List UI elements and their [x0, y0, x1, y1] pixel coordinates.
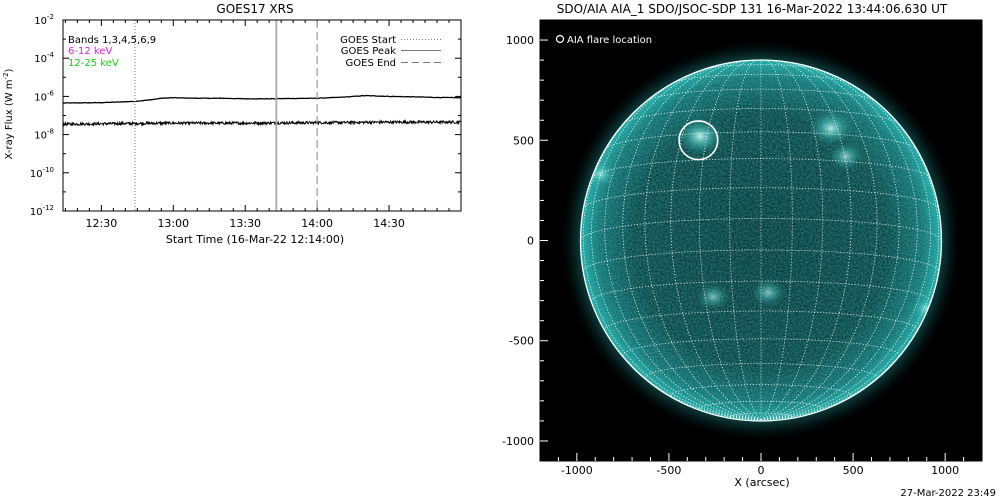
lc-series-short-line	[62, 119, 461, 127]
longitude-grid-line	[580, 240, 762, 421]
lc-event-markers	[134, 20, 318, 211]
latitude-grid-line	[673, 73, 849, 84]
lc-y-axis-label: X-ray Flux (W m-2)	[2, 68, 15, 159]
footer-timestamp: 27-Mar-2022 23:49	[900, 488, 996, 499]
longitude-grid-line	[582, 93, 762, 421]
aia-x-ticks: -1000 -500 0 500 1000	[557, 453, 965, 477]
longitude-grid-line	[760, 60, 824, 421]
longitude-grid-line	[760, 93, 940, 421]
longitude-grid-line	[644, 60, 762, 421]
lc-legend-entry-6-12kev: 6-12 keV	[68, 46, 112, 57]
aia-x-tick-label: 500	[843, 464, 864, 477]
aia-legend-label: AIA flare location	[567, 35, 652, 46]
lc-y-tick-label: 10-10	[30, 166, 54, 180]
active-region-brightening	[696, 283, 730, 310]
lc-legend-bands: Bands 1,3,4,5,6,9	[68, 35, 156, 46]
aia-x-tick-label: -1000	[561, 464, 593, 477]
aia-x-axis-label: X (arcsec)	[734, 476, 789, 489]
lc-legend-entry-12-25kev: 12-25 keV	[68, 58, 119, 69]
lc-y-tick-label: 10-8	[34, 128, 54, 142]
aia-y-tick-label: 0	[527, 235, 534, 248]
latitude-grid-line	[605, 131, 917, 150]
aia-title: SDO/AIA AIA_1 SDO/JSOC-SDP 131 16-Mar-20…	[557, 2, 948, 16]
active-region-brightening	[751, 278, 786, 307]
lc-x-tick-label: 14:30	[373, 217, 405, 230]
longitude-grid-line	[729, 60, 762, 420]
longitude-grid-line	[760, 60, 793, 420]
lc-x-tick-label: 12:30	[86, 217, 118, 230]
longitude-grid-line	[590, 69, 762, 421]
lc-y-tick-label: 10-12	[30, 204, 54, 218]
aia-x-tick-label: 0	[758, 464, 765, 477]
aia-y-tick-label: 500	[513, 134, 534, 147]
lc-ylabel-main: X-ray Flux (W m	[4, 79, 15, 159]
longitude-grid-line	[698, 60, 762, 421]
latitude-grid-line	[646, 88, 876, 102]
svg-text:X-ray Flux (W m-2): X-ray Flux (W m-2)	[2, 68, 15, 159]
lc-legend-goes-start: GOES Start	[340, 35, 396, 46]
lc-y-tick-label: 10-6	[34, 89, 54, 103]
aia-legend: AIA flare location	[555, 34, 652, 46]
aia-image: AIA flare location	[540, 20, 982, 461]
goes-xrs-chart: GOES17 XRS X-ray Flux (W m-2) 10-12 10-10…	[2, 2, 462, 246]
lc-title: GOES17 XRS	[216, 2, 293, 16]
disk-texture	[580, 60, 942, 421]
lc-x-axis-label: Start Time (16-Mar-22 12:14:00)	[166, 233, 344, 246]
active-region-brightening	[809, 110, 853, 146]
lc-series	[62, 94, 462, 127]
flare-legend-circle-icon	[555, 34, 565, 44]
lc-plot-frame	[62, 19, 462, 212]
lc-y-tick-label: 10-2	[34, 13, 54, 27]
longitude-grid-line	[760, 60, 878, 421]
latitude-grid-line	[623, 108, 899, 124]
lc-legend-goes-peak: GOES Peak	[341, 46, 396, 57]
flare-location-circle	[678, 120, 719, 161]
latitude-grid-line	[582, 249, 940, 272]
lc-x-tick-label: 14:00	[301, 217, 333, 230]
lc-y-ticks: 10-12 10-10 10-8 10-6 10-4 10-2	[30, 13, 461, 218]
aia-x-tick-label: -500	[656, 464, 681, 477]
lc-y-tick-label: 10-4	[34, 51, 54, 65]
aia-y-tick-label: -1000	[502, 435, 534, 448]
lc-x-tick-label: 13:00	[157, 217, 189, 230]
heliographic-grid	[580, 60, 942, 421]
aia-y-tick-label: 1000	[506, 34, 534, 47]
lc-legend-channels: Bands 1,3,4,5,6,9 6-12 keV 12-25 keV	[68, 35, 156, 69]
longitude-grid-line	[760, 69, 932, 421]
aia-x-tick-label: 1000	[931, 464, 959, 477]
aia-image-chart: SDO/AIA AIA_1 SDO/JSOC-SDP 131 16-Mar-20…	[502, 2, 983, 489]
active-region-brightening	[827, 141, 864, 171]
lc-series-long-line	[62, 94, 462, 104]
lc-ylabel-close: )	[4, 68, 15, 72]
longitude-grid-line	[760, 240, 942, 421]
solar-limb	[579, 59, 943, 422]
lc-legend-events: GOES Start GOES Peak GOES End	[340, 35, 441, 69]
aia-y-tick-label: -500	[509, 335, 534, 348]
lc-legend-goes-end: GOES End	[346, 58, 396, 69]
latitude-grid-line	[580, 218, 942, 241]
aia-y-ticks: -1000 -500 0 500 1000	[502, 34, 548, 448]
lc-ylabel-sup: -2	[2, 72, 10, 79]
lc-x-tick-label: 13:30	[229, 217, 261, 230]
